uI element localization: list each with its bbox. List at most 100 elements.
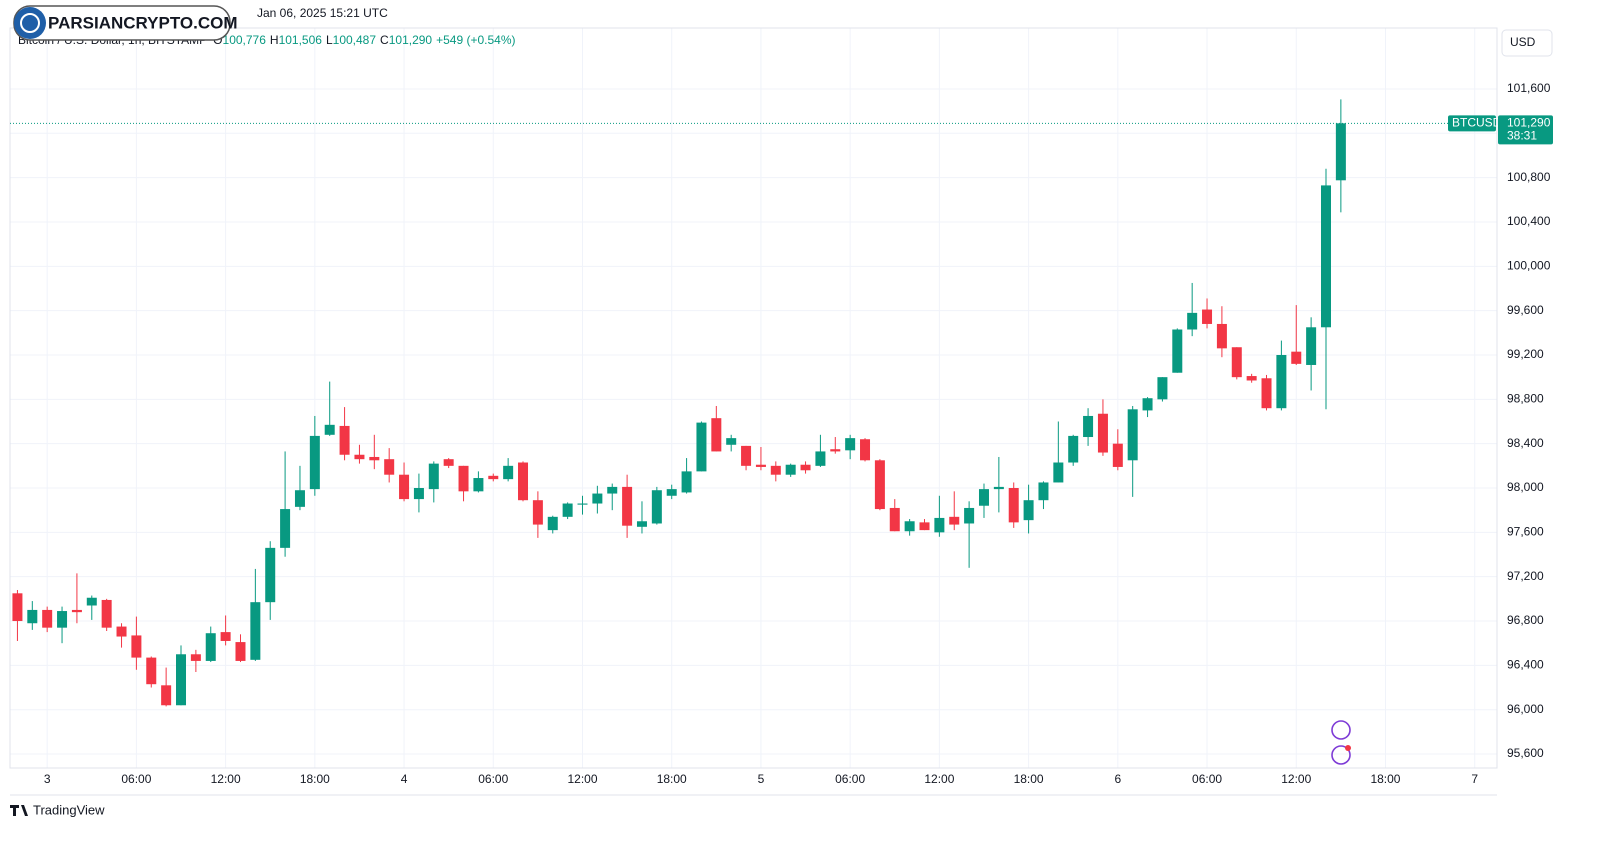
y-tick-label: 95,600: [1507, 746, 1544, 760]
candle-body: [443, 459, 454, 466]
candle-body: [339, 425, 350, 455]
y-tick-label: 101,600: [1507, 81, 1551, 95]
candle-body: [860, 439, 871, 461]
legend-key: H: [270, 33, 279, 47]
candle-body: [785, 464, 796, 475]
candle-body: [1276, 354, 1287, 409]
candle-body: [1157, 377, 1168, 400]
candle-body: [622, 486, 633, 526]
x-tick-label: 18:00: [1014, 772, 1044, 786]
candle-body: [800, 464, 811, 471]
icon-dot: [1345, 745, 1351, 751]
candle-body: [1291, 351, 1302, 364]
candle-body: [399, 474, 410, 500]
candle-body: [978, 489, 989, 506]
plot-frame: [9, 27, 1498, 769]
candle-body: [964, 507, 975, 524]
candle-body: [1216, 323, 1227, 349]
candle-body: [294, 490, 305, 507]
y-tick-label: 99,200: [1507, 347, 1544, 361]
candle-body: [57, 611, 68, 628]
candle-body: [413, 488, 424, 500]
candle-body: [503, 465, 514, 480]
candle-body: [607, 486, 618, 494]
candle-body: [547, 516, 558, 531]
candle-body: [1038, 482, 1049, 501]
candle-body: [71, 609, 82, 613]
candle-body: [280, 509, 291, 548]
y-tick-label: 96,400: [1507, 658, 1544, 672]
legend-key: L: [326, 33, 333, 47]
y-tick-label: 100,000: [1507, 258, 1551, 272]
y-tick-label: 98,800: [1507, 392, 1544, 406]
candle-body: [651, 490, 662, 524]
candle-body: [458, 465, 469, 492]
currency-box[interactable]: [1501, 29, 1553, 57]
y-tick-label: 100,400: [1507, 214, 1551, 228]
brand-text: TradingView: [33, 802, 105, 817]
candle-body: [131, 635, 142, 658]
legend-key: C: [380, 33, 389, 47]
candle-body: [1008, 488, 1019, 523]
y-tick-label: 96,000: [1507, 702, 1544, 716]
candle-body: [815, 451, 826, 466]
candle-body: [235, 642, 246, 661]
x-tick-label: 06:00: [835, 772, 865, 786]
candle-body: [741, 445, 752, 466]
candle-body: [1053, 462, 1064, 483]
candle-body: [1023, 500, 1034, 521]
candle-body: [830, 449, 841, 452]
candle-body: [161, 685, 172, 706]
legend-value: 100,487: [333, 33, 377, 47]
candle-body: [1202, 309, 1213, 324]
x-tick-label: 12:00: [567, 772, 597, 786]
candle-body: [934, 517, 945, 533]
y-tick-label: 100,800: [1507, 170, 1551, 184]
candle-body: [755, 464, 766, 467]
watermark-logo-ring: [20, 13, 40, 33]
candle-body: [12, 593, 23, 622]
candle-body: [1320, 185, 1331, 328]
candle-body: [250, 602, 261, 660]
candle-body: [354, 454, 365, 460]
watermark-text: PARSIANCRYPTO.COM: [48, 13, 238, 32]
x-tick-label: 06:00: [1192, 772, 1222, 786]
candle-body: [577, 503, 588, 505]
candle-body: [889, 507, 900, 532]
side-icons[interactable]: [1331, 720, 1351, 765]
x-tick-label: 3: [44, 772, 51, 786]
icon[interactable]: [1331, 720, 1351, 740]
price-box: [1498, 115, 1553, 145]
candle-body: [205, 633, 216, 661]
x-tick-label: 12:00: [211, 772, 241, 786]
candle-body: [532, 500, 543, 525]
currency[interactable]: USD: [1510, 35, 1536, 49]
candle-body: [1142, 398, 1153, 411]
brand: TradingView: [10, 802, 105, 817]
symbol-box: [1448, 115, 1496, 132]
price-label: 101,290: [1507, 115, 1551, 129]
candle-body: [874, 460, 885, 510]
candle-body: [726, 438, 737, 445]
legend-value: 100,776: [223, 33, 267, 47]
candle-body: [101, 599, 112, 628]
candle-body: [1187, 312, 1198, 330]
candle-body: [993, 486, 1004, 490]
candle-body: [42, 609, 53, 628]
candle-body: [1231, 347, 1242, 378]
legend-change: +549 (+0.54%): [436, 33, 515, 47]
candle-body: [1335, 123, 1346, 181]
candle-body: [666, 489, 677, 496]
y-tick-label: 98,400: [1507, 436, 1544, 450]
x-tick-label: 6: [1114, 772, 1121, 786]
x-tick-label: 5: [758, 772, 765, 786]
candle-body: [309, 435, 320, 490]
icon[interactable]: [1331, 745, 1351, 765]
candle-body: [1246, 376, 1257, 381]
candles: [12, 99, 1346, 707]
x-tick-label: 18:00: [300, 772, 330, 786]
brand-logo: [10, 805, 28, 816]
candle-body: [592, 493, 603, 504]
x-tick-label: 7: [1471, 772, 1478, 786]
x-tick-label: 4: [401, 772, 408, 786]
